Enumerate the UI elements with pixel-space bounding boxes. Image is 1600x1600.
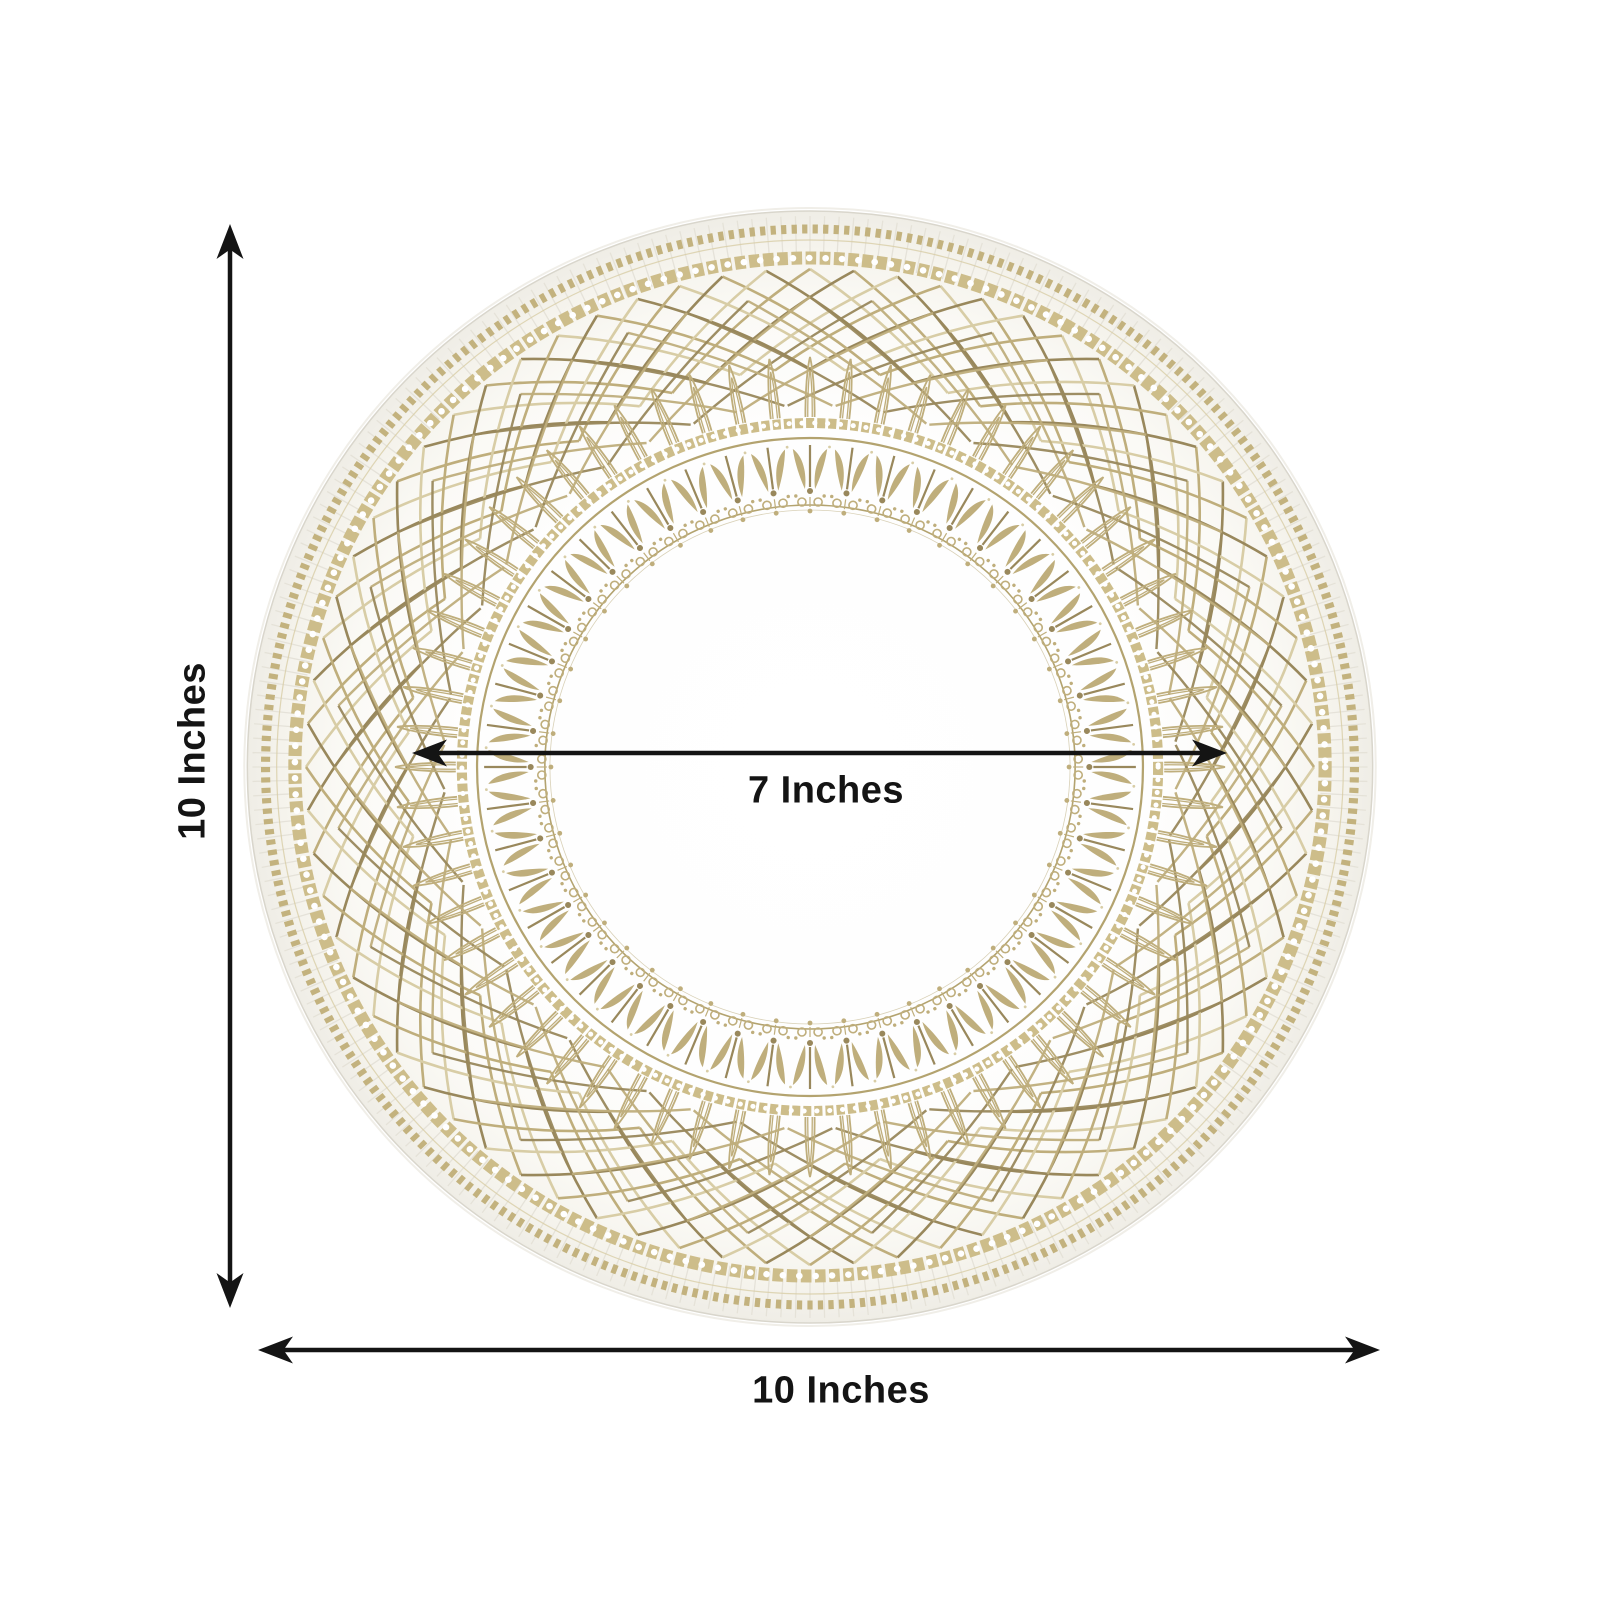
plate-outer-halo xyxy=(243,207,1377,1327)
inner-diameter-label: 7 Inches xyxy=(747,769,905,812)
plate-gold-rings xyxy=(260,224,1360,1310)
plate-arch-fringe xyxy=(394,356,1226,1178)
arrowhead-up-icon xyxy=(216,224,244,259)
width-dimension-arrow xyxy=(258,1336,1380,1364)
height-dimension-label: 10 Inches xyxy=(171,662,214,840)
width-dimension-label: 10 Inches xyxy=(752,1369,930,1412)
height-dimension-arrow xyxy=(216,224,244,1308)
arrowhead-left-icon xyxy=(412,739,447,767)
arrowhead-right-icon xyxy=(1345,1336,1380,1364)
arrowhead-left-icon xyxy=(258,1336,293,1364)
inner-diameter-arrow xyxy=(412,739,1227,767)
plate-ornate-border-band xyxy=(475,436,1145,1098)
arrowhead-down-icon xyxy=(216,1273,244,1308)
arrowhead-right-icon xyxy=(1192,739,1227,767)
